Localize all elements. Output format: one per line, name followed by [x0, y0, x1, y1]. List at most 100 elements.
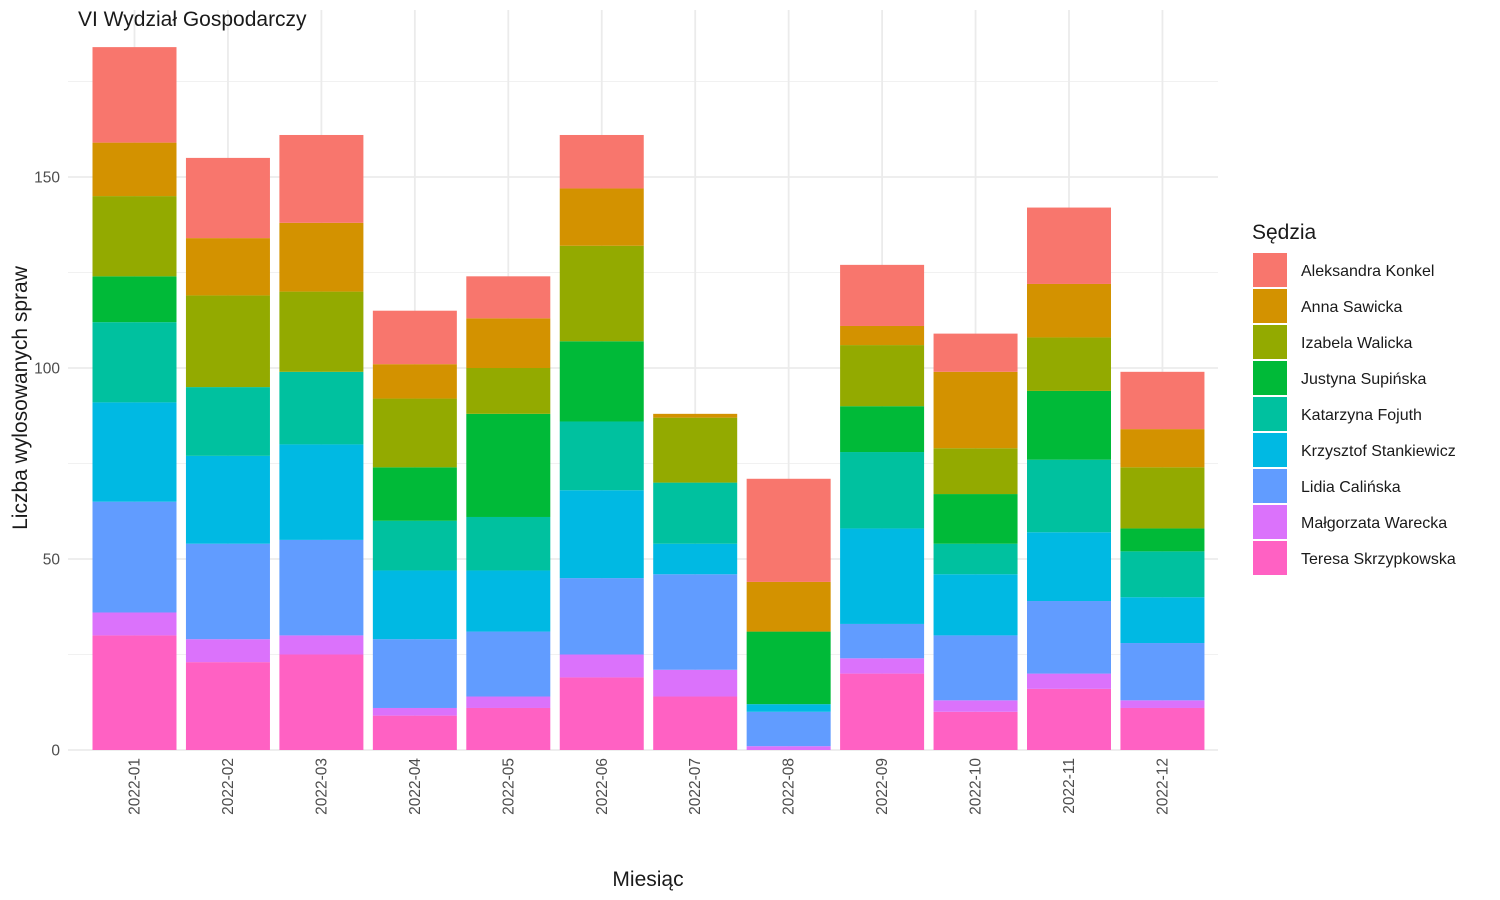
legend-key	[1253, 289, 1287, 323]
y-axis-title: Liczba wylosowanych spraw	[9, 265, 32, 530]
x-tick-label: 2022-09	[874, 758, 891, 815]
bar-segment	[653, 574, 738, 670]
bar-segment	[1120, 528, 1205, 552]
bar-segment	[559, 245, 644, 342]
legend-key	[1253, 469, 1287, 503]
bar-segment	[653, 543, 738, 575]
bar-segment	[559, 677, 644, 750]
bar-segment	[1027, 459, 1111, 533]
bar-segment	[279, 222, 364, 292]
legend-key	[1253, 253, 1287, 287]
bar-segment	[559, 654, 644, 678]
legend-label: Aleksandra Konkel	[1301, 263, 1434, 280]
bar-segment	[279, 444, 364, 540]
bar-segment	[466, 631, 551, 697]
bar-segment	[466, 516, 551, 571]
bar-segment	[1027, 283, 1111, 338]
bar-segment	[933, 711, 1018, 750]
bar-segment	[653, 696, 738, 750]
legend-label: Teresa Skrzypkowska	[1301, 551, 1456, 568]
bar-segment	[372, 707, 457, 716]
bar-segment	[1027, 207, 1111, 284]
x-tick-label: 2022-07	[687, 758, 704, 815]
bar-segment	[1120, 707, 1205, 750]
bar-segment	[1027, 688, 1111, 750]
legend-label: Justyna Supińska	[1301, 371, 1427, 388]
bar-segment	[746, 704, 831, 712]
bar-segment	[466, 707, 551, 750]
bar-segment	[279, 134, 364, 223]
y-tick-label: 150	[34, 170, 60, 187]
bar-segment	[746, 631, 831, 705]
x-tick-label: 2022-04	[407, 758, 424, 815]
bar-segment	[372, 398, 457, 468]
bar-segment	[746, 711, 831, 747]
bar-segment	[840, 528, 925, 624]
bar-segment	[1027, 390, 1111, 460]
bar-segment	[92, 501, 177, 613]
bar-segment	[840, 325, 925, 346]
bar-segment	[1120, 467, 1205, 529]
x-axis-title: Miesiąc	[612, 868, 683, 891]
bar-segment	[933, 448, 1018, 495]
legend-label: Izabela Walicka	[1301, 335, 1413, 352]
bar-segment	[559, 421, 644, 491]
ticks-layer: 0 50 100 150 2022-01 2022-02 2022-03 2022-04 202…	[34, 170, 1171, 815]
bar-segment	[559, 490, 644, 579]
legend-key	[1253, 397, 1287, 431]
x-tick-label: 2022-11	[1061, 758, 1078, 814]
legend-title: Sędzia	[1252, 221, 1317, 244]
bar-segment	[92, 402, 177, 502]
legend-key	[1253, 325, 1287, 359]
legend-label: Lidia Calińska	[1301, 479, 1401, 496]
bar-segment	[933, 494, 1018, 544]
x-tick-label: 2022-06	[594, 758, 611, 815]
bar-segment	[372, 467, 457, 521]
bar-segment	[279, 654, 364, 750]
bar-segment	[840, 623, 925, 659]
bar-segment	[92, 47, 177, 143]
bar-segment	[1120, 597, 1205, 644]
bar-segment	[279, 371, 364, 445]
bar-segment	[466, 570, 551, 632]
bar-segment	[466, 413, 551, 517]
bar-segment	[185, 639, 270, 663]
bar-segment	[185, 238, 270, 296]
bar-segment	[372, 715, 457, 750]
bar-segment	[933, 333, 1018, 372]
bar-segment	[559, 134, 644, 189]
bar-segment	[746, 581, 831, 632]
bar-segment	[840, 406, 925, 453]
legend-label: Krzysztof Stankiewicz	[1301, 443, 1456, 460]
bar-segment	[559, 188, 644, 246]
bar-segment	[840, 658, 925, 674]
bar-segment	[92, 276, 177, 323]
bar-segment	[840, 673, 925, 750]
bar-segment	[185, 662, 270, 750]
bar-segment	[933, 635, 1018, 701]
bar-segment	[933, 371, 1018, 449]
bar-segment	[92, 142, 177, 197]
bar-segment	[372, 364, 457, 399]
bar-segment	[1027, 532, 1111, 602]
bar-segment	[92, 196, 177, 277]
bar-segment	[559, 341, 644, 422]
legend-key	[1253, 505, 1287, 539]
bar-segment	[185, 295, 270, 388]
bar-segment	[1027, 337, 1111, 391]
legend-label: Katarzyna Fojuth	[1301, 407, 1422, 424]
bar-segment	[92, 322, 177, 403]
legend-key	[1253, 433, 1287, 467]
bar-segment	[653, 413, 738, 418]
bar-segment	[279, 291, 364, 372]
bar-segment	[185, 157, 270, 239]
bar-segment	[653, 669, 738, 697]
bar-segment	[746, 746, 831, 750]
x-tick-label: 2022-05	[500, 758, 517, 815]
bar-segment	[92, 635, 177, 750]
legend-key	[1253, 361, 1287, 395]
y-tick-label: 50	[43, 552, 61, 569]
bar-segment	[933, 700, 1018, 712]
